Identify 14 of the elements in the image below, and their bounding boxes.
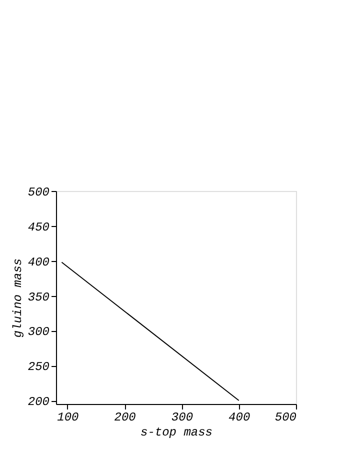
- x-tick-label: 200: [114, 410, 136, 424]
- y-tick-label: 200: [28, 395, 50, 410]
- x-tick-label: 400: [228, 410, 250, 424]
- x-tick-label: 300: [171, 410, 194, 424]
- y-tick-label: 400: [28, 255, 50, 270]
- x-axis-title: s-top mass: [140, 426, 213, 440]
- y-tick-label: 500: [28, 186, 50, 200]
- y-tick-label: 250: [28, 360, 50, 374]
- y-axis-title: gluino mass: [10, 258, 25, 338]
- x-tick-label: 100: [57, 410, 79, 424]
- y-tick-label: 450: [28, 220, 50, 234]
- y-tick-label: 350: [28, 290, 50, 304]
- y-tick-label: 300: [28, 325, 50, 340]
- x-tick-label: 500: [274, 410, 296, 424]
